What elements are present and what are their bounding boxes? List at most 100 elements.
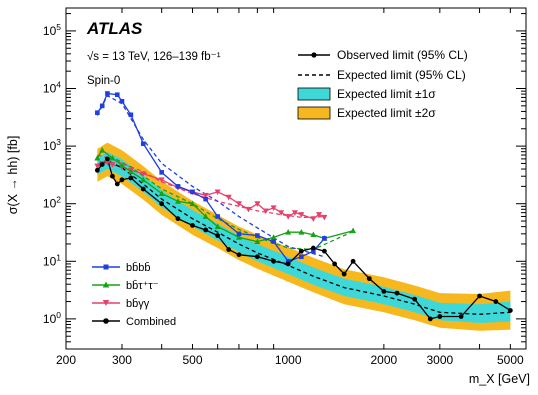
band-1sigma [97,152,511,323]
bbyy-point [278,210,285,216]
bbtautau-point [174,198,181,204]
bbbb-point [299,254,304,260]
bbyy-point [202,192,209,199]
legend-band2-swatch [297,106,331,120]
combined-point [114,181,120,187]
combined-point [427,316,433,322]
x-tick-label: 300 [112,353,132,367]
bbtautau-point [350,227,357,234]
band-1sigma-group [97,152,511,323]
bbbb-point [203,196,208,202]
legend-bbtautau-marker [102,281,110,288]
bbtautau-expected-line [97,156,354,251]
bbbb-point [190,189,195,195]
x-tick-label: 200 [56,353,76,367]
bbtautau-point [270,234,277,240]
bbbb-point [271,239,276,244]
bbyy-point [262,208,269,215]
legend-top: Observed limit (95% CL) Expected limit (… [297,48,468,120]
legend-bbbb-marker [103,264,109,270]
combined-point [236,252,242,258]
x-tick-label: 2000 [371,353,398,367]
bbyy-point [225,194,232,201]
bbtautau-point [140,176,147,183]
combined-observed-line [96,157,511,320]
bbtautau-point [254,238,261,244]
bbbb-point [99,103,105,109]
bbyy-point [298,212,305,218]
bbbb-point [236,231,242,237]
y-tick-label: 102 [43,195,61,211]
x-axis-title: m_X [GeV] [469,372,530,386]
bbbb-point [114,92,120,98]
bbyy-point [140,171,147,178]
legend-expected-label: Expected limit (95% CL) [337,68,466,82]
x-tick-label: 5000 [497,353,524,367]
combined-point [128,175,134,181]
legend-observed-label: Observed limit (95% CL) [337,48,468,62]
band-2sigma [97,142,511,331]
bbyy-point [315,212,322,218]
bbyy-point [104,160,111,166]
bbyy-point [235,201,242,207]
x-tick-label: 1000 [275,353,302,367]
combined-point [332,261,338,267]
legend-bbyy-marker [102,300,110,306]
combined-expected-line [97,159,511,315]
combined-point [159,201,165,207]
legend-combined-label: Combined [126,316,176,328]
bbbb-point [95,110,100,116]
combined-point [412,296,418,302]
bbyy-point [245,206,252,213]
combined-point [321,248,327,254]
bbyy-point [310,216,317,222]
model-label: Spin-0 [87,75,120,87]
bbtautau-point [127,168,134,175]
bbbb-point [105,91,110,96]
combined-point [190,222,195,228]
combined-point [203,227,209,233]
combined-point [175,216,181,222]
legend-bbtautau-label: bb̄τ⁺τ⁻ [126,279,159,292]
legend-bbyy-label: bb̄γγ [126,297,150,310]
legend-bbbb-label: bb̄bb̄ [126,261,150,274]
x-tick-label: 500 [182,353,202,367]
bbtautau-point [158,190,165,196]
combined-point [215,233,221,238]
bbtautau-point [298,228,305,235]
combined-point [477,293,482,299]
combined-point [394,290,400,296]
combined-point [350,258,356,264]
bbyy-point [291,210,298,216]
combined-point [119,177,125,183]
legend-band1-swatch [297,87,331,101]
combined-point [271,258,277,264]
legend-combined-marker [103,318,109,324]
bbbb-point [311,248,316,254]
bbbb-point [255,233,260,238]
bbyy-point [214,189,221,196]
bbtautau-point [99,146,106,153]
combined-point [94,167,100,173]
combined-point [298,248,304,254]
bbbb-point [215,214,220,219]
combined-point [366,276,372,282]
bbyy-point [158,177,165,183]
bbyy-point [270,205,277,211]
bbtautau-point [109,154,116,161]
experiment-label: ATLAS [86,19,143,38]
combined-point [140,186,146,192]
legend-observed-marker [311,52,317,58]
combined-point [99,162,105,167]
combined-point [105,156,110,162]
combined-point [458,314,464,319]
energy-label: √s = 13 TeV, 126–139 fb⁻¹ [87,50,221,63]
bbyy-point [285,214,292,220]
x-tick-label: 3000 [426,353,453,367]
bbtautau-point [202,213,209,219]
bbtautau-point [235,234,242,240]
combined-point [285,261,291,267]
bbbb-point [128,112,134,118]
